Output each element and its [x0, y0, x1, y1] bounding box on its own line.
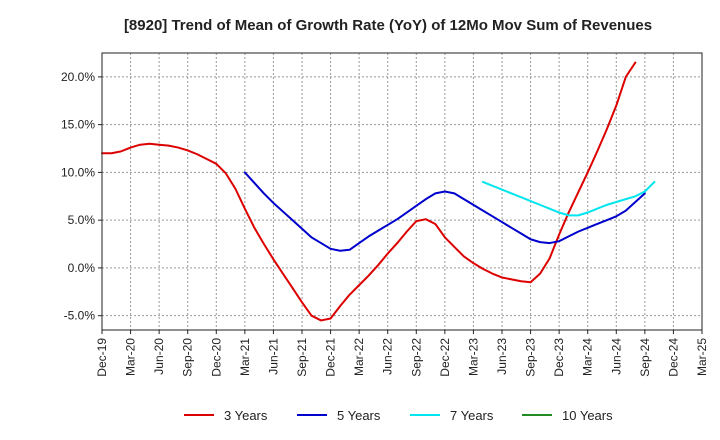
legend-label: 5 Years — [337, 408, 381, 423]
x-tick-label: Sep-23 — [524, 338, 538, 377]
y-tick-label: 0.0% — [68, 261, 96, 275]
x-tick-label: Dec-19 — [95, 338, 109, 377]
x-tick-label: Dec-24 — [666, 338, 680, 377]
x-tick-label: Mar-23 — [466, 338, 480, 376]
legend-label: 3 Years — [224, 408, 268, 423]
x-tick-label: Jun-24 — [609, 338, 623, 375]
series-line-3-years — [101, 61, 637, 322]
x-tick-label: Jun-21 — [266, 338, 280, 375]
y-tick-label: -5.0% — [64, 309, 96, 323]
x-tick-label: Mar-21 — [238, 338, 252, 376]
x-tick-label: Jun-20 — [152, 338, 166, 375]
x-tick-label: Sep-21 — [295, 338, 309, 377]
x-tick-label: Jun-22 — [381, 338, 395, 375]
y-tick-label: 20.0% — [61, 70, 95, 84]
plot-frame — [101, 52, 703, 331]
chart-title: [8920] Trend of Mean of Growth Rate (YoY… — [124, 17, 652, 34]
y-tick-label: 10.0% — [61, 165, 95, 179]
x-tick-label: Dec-22 — [438, 338, 452, 377]
series-layer — [101, 61, 656, 322]
x-tick-label: Jun-23 — [495, 338, 509, 375]
y-tick-label: 15.0% — [61, 118, 95, 132]
legend-label: 10 Years — [562, 408, 613, 423]
x-tick-label: Dec-20 — [209, 338, 223, 377]
series-line-7-years — [481, 180, 656, 217]
grid — [102, 53, 702, 330]
y-axis: -5.0% 0.0% 5.0% 10.0% 15.0% 20.0% — [61, 70, 102, 323]
legend-label: 7 Years — [450, 408, 494, 423]
y-tick-label: 5.0% — [68, 213, 96, 227]
x-tick-label: Mar-25 — [695, 338, 709, 376]
x-tick-label: Mar-22 — [352, 338, 366, 376]
x-tick-label: Sep-22 — [409, 338, 423, 377]
x-tick-label: Dec-23 — [552, 338, 566, 377]
x-tick-label: Mar-24 — [581, 338, 595, 376]
x-tick-label: Dec-21 — [324, 338, 338, 377]
x-axis: Dec-19 Mar-20 Jun-20 Sep-20 Dec-20 Mar-21 Jun-… — [95, 330, 709, 377]
x-tick-label: Sep-24 — [638, 338, 652, 377]
legend: 3 Years 5 Years 7 Years 10 Years — [184, 408, 613, 423]
x-tick-label: Mar-20 — [124, 338, 138, 376]
x-tick-label: Sep-20 — [181, 338, 195, 377]
series-line-5-years — [243, 171, 646, 252]
